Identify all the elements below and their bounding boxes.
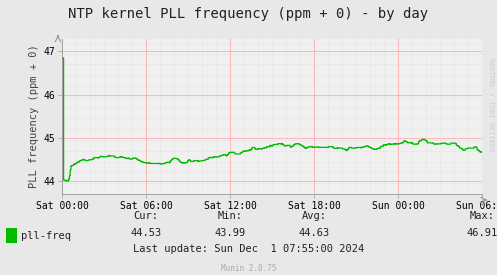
Text: 44.53: 44.53 bbox=[131, 228, 162, 238]
Text: NTP kernel PLL frequency (ppm + 0) - by day: NTP kernel PLL frequency (ppm + 0) - by … bbox=[69, 7, 428, 21]
Y-axis label: PLL frequency (ppm + 0): PLL frequency (ppm + 0) bbox=[29, 44, 39, 188]
Text: pll-freq: pll-freq bbox=[21, 231, 71, 241]
Text: Avg:: Avg: bbox=[302, 211, 327, 221]
Text: 43.99: 43.99 bbox=[215, 228, 246, 238]
Text: 46.91: 46.91 bbox=[467, 228, 497, 238]
Text: Cur:: Cur: bbox=[134, 211, 159, 221]
Text: Min:: Min: bbox=[218, 211, 243, 221]
Text: Last update: Sun Dec  1 07:55:00 2024: Last update: Sun Dec 1 07:55:00 2024 bbox=[133, 244, 364, 254]
Text: Max:: Max: bbox=[470, 211, 495, 221]
Text: RRDTOOL / TOBI OETIKER: RRDTOOL / TOBI OETIKER bbox=[488, 58, 494, 151]
Text: Munin 2.0.75: Munin 2.0.75 bbox=[221, 264, 276, 273]
Text: 44.63: 44.63 bbox=[299, 228, 330, 238]
